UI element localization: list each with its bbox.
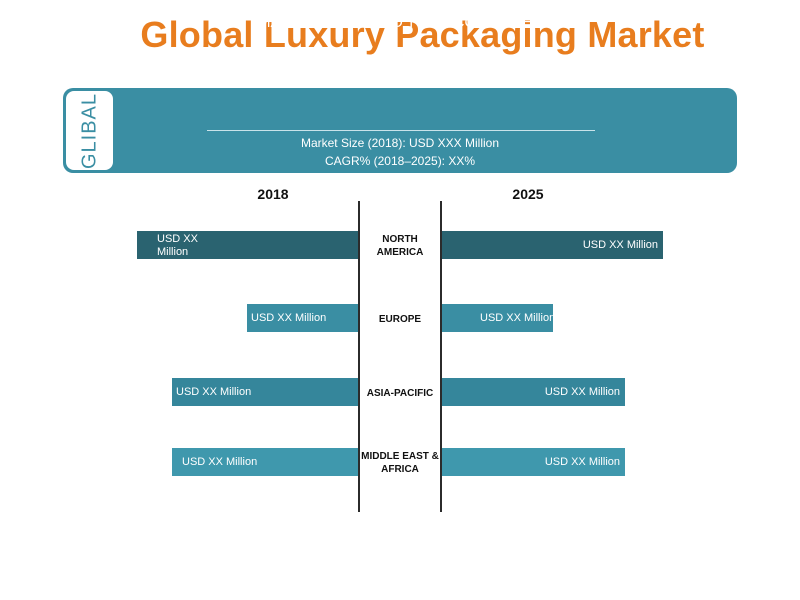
center-axis-right <box>440 201 442 512</box>
bar-2018-2 <box>172 378 358 406</box>
bar-2018-0 <box>137 231 358 259</box>
bar-2025-1 <box>442 304 553 332</box>
bar-2018-3 <box>172 448 358 476</box>
region-label-3: MIDDLE EAST & AFRICA <box>361 451 439 475</box>
bar-label-2018-1: USD XX Million <box>251 312 327 324</box>
page-title: Global Luxury Packaging Market <box>140 14 705 55</box>
year-label-left: 2018 <box>257 186 289 202</box>
bar-label-2025-3: USD XX Million <box>544 456 620 468</box>
bar-2018-1 <box>247 304 358 332</box>
bar-2025-3 <box>442 448 625 476</box>
banner-divider <box>207 130 595 131</box>
bar-2025-2 <box>442 378 625 406</box>
region-label-0: NORTH AMERICA <box>376 234 424 258</box>
bar-label-2018-3: USD XX Million <box>182 456 258 468</box>
bar-2025-0 <box>442 231 663 259</box>
bar-label-2025-0: USD XX Million <box>582 239 658 251</box>
banner-heading: MARKET SCENARIO TOP 4 COUNTRIES <box>258 14 542 31</box>
bar-label-2018-0: USD XX Million <box>157 233 198 258</box>
year-label-right: 2025 <box>512 186 544 202</box>
region-label-2: ASIA-PACIFIC <box>366 388 434 399</box>
center-axis-left <box>358 201 360 512</box>
bar-label-2025-2: USD XX Million <box>544 386 620 398</box>
region-label-1: EUROPE <box>378 314 422 325</box>
market-size-text: Market Size (2018): USD XXX Million <box>300 136 500 150</box>
bar-label-2018-2: USD XX Million <box>176 386 252 398</box>
cagr-text: CAGR% (2018–2025): XX% <box>324 154 476 168</box>
bar-label-2025-1: USD XX Million <box>480 312 556 324</box>
banner-tag: GLIBAL <box>66 91 113 170</box>
